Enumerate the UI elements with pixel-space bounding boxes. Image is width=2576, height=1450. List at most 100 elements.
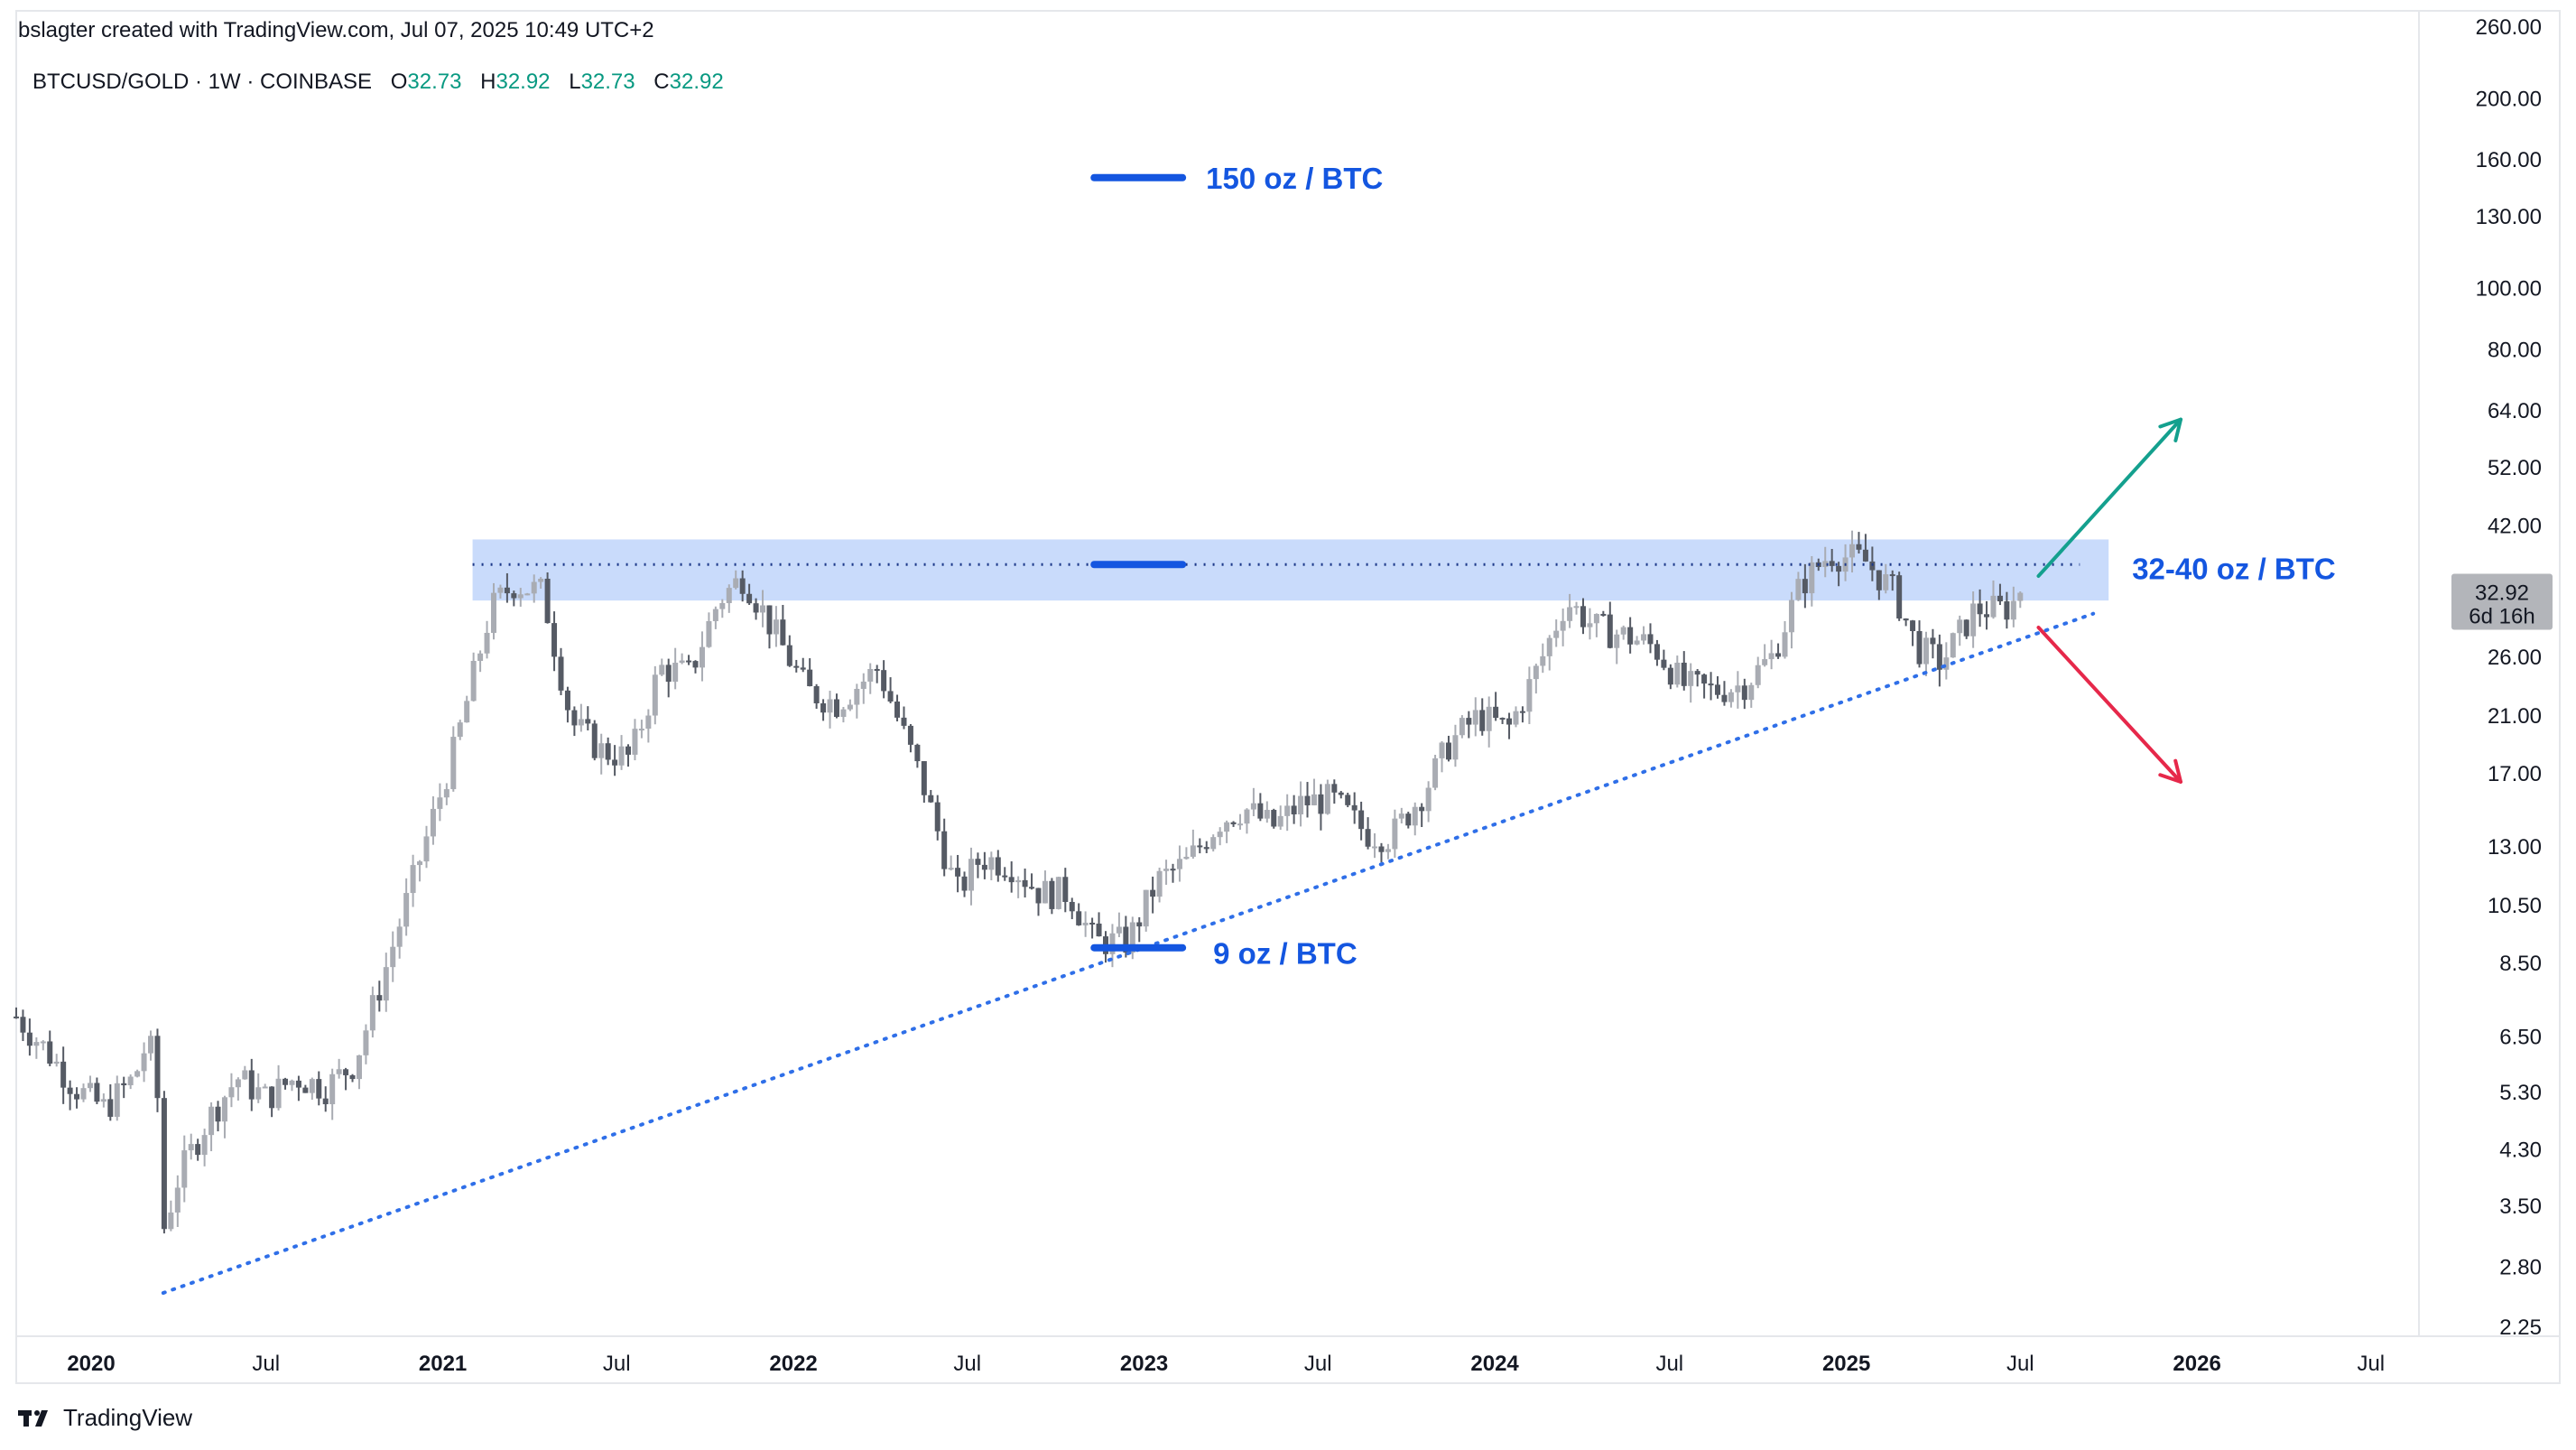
candle-body xyxy=(847,704,853,710)
candle-body xyxy=(881,670,887,692)
resistance-zone[interactable] xyxy=(472,539,2109,601)
candle-body xyxy=(343,1069,349,1075)
candle-body xyxy=(215,1106,221,1122)
candle-body xyxy=(430,808,436,837)
candle-body xyxy=(363,1030,369,1055)
candle-body xyxy=(383,967,389,1001)
candle-body xyxy=(1372,846,1378,849)
price-tick-label: 8.50 xyxy=(2499,952,2542,976)
candle-body xyxy=(1997,595,2003,602)
candle-body xyxy=(127,1076,134,1086)
price-tick-label: 17.00 xyxy=(2488,762,2542,786)
candle-body xyxy=(988,857,995,870)
candle-body xyxy=(921,761,927,795)
candle-body xyxy=(1345,795,1351,805)
candle-body xyxy=(659,665,665,675)
candle-body xyxy=(1493,706,1499,719)
candle-body xyxy=(1183,856,1190,860)
candle-body xyxy=(665,665,672,683)
candle-body xyxy=(941,831,948,869)
candle-body xyxy=(854,689,860,705)
candle-body xyxy=(336,1069,342,1074)
candle-body xyxy=(1257,803,1264,819)
candle-body xyxy=(1042,880,1048,904)
candle-body xyxy=(1943,657,1950,670)
candle-body xyxy=(1143,889,1149,927)
level-9-label: 9 oz / BTC xyxy=(1213,937,1357,971)
candle-body xyxy=(746,593,753,604)
price-tick-label: 21.00 xyxy=(2488,704,2542,729)
close-value: 32.92 xyxy=(670,70,724,94)
footer-brand[interactable]: TradingView xyxy=(18,1404,192,1432)
candle-body xyxy=(1271,810,1277,827)
candle-body xyxy=(1203,847,1209,850)
open-label: O xyxy=(391,70,408,94)
candle-body xyxy=(934,802,941,832)
candle-body xyxy=(726,588,732,603)
candle-body xyxy=(1452,735,1459,760)
candle-body xyxy=(1197,845,1203,848)
candle-body xyxy=(1008,877,1015,883)
candle-body xyxy=(1748,684,1755,701)
candle-body xyxy=(1486,706,1492,731)
candle-body xyxy=(484,632,490,654)
candle-body xyxy=(712,609,718,621)
high-value: 32.92 xyxy=(496,70,550,94)
candle-body xyxy=(1849,544,1856,558)
candle-body xyxy=(60,1061,67,1088)
candle-body xyxy=(1755,665,1761,685)
candle-body xyxy=(1432,758,1439,788)
candle-body xyxy=(901,717,907,726)
candle-body xyxy=(1351,804,1357,811)
candle-body xyxy=(1425,787,1432,812)
candle-body xyxy=(376,995,383,1001)
candle-body xyxy=(1224,822,1230,832)
candle-body xyxy=(1681,663,1687,686)
candle-body xyxy=(1284,805,1291,816)
candle-body xyxy=(1123,926,1129,953)
candle-body xyxy=(894,702,901,718)
candle-body xyxy=(134,1071,141,1077)
price-tick-label: 100.00 xyxy=(2476,277,2542,302)
candle-body xyxy=(1136,922,1143,927)
candle-body xyxy=(121,1083,127,1086)
candle-body xyxy=(867,668,874,682)
candle-body xyxy=(1661,659,1667,668)
candle-body xyxy=(437,797,443,809)
candle-body xyxy=(181,1150,188,1188)
support-trendline[interactable] xyxy=(161,611,2096,1296)
candle-body xyxy=(1802,579,1808,594)
candle-body xyxy=(26,1032,32,1046)
candle-body xyxy=(80,1088,87,1100)
time-tick-label: Jul xyxy=(953,1352,981,1376)
candle-body xyxy=(1546,637,1552,656)
candle-body xyxy=(1950,633,1956,658)
candle-body xyxy=(1237,823,1244,826)
candle-body xyxy=(74,1093,80,1100)
candle-body xyxy=(1089,922,1096,925)
candle-body xyxy=(410,865,416,894)
candle-body xyxy=(195,1144,201,1156)
candle-body xyxy=(1029,887,1035,889)
candle-body xyxy=(295,1080,301,1088)
candle-body xyxy=(443,789,449,798)
candle-body xyxy=(1277,815,1283,827)
candle-body xyxy=(504,587,510,594)
candle-body xyxy=(1862,549,1868,562)
candle-body xyxy=(1176,859,1182,869)
candle-body xyxy=(1930,637,1936,645)
candle-body xyxy=(719,602,726,609)
price-tick-label: 6.50 xyxy=(2499,1025,2542,1049)
candle-body xyxy=(1667,667,1673,685)
candle-body xyxy=(652,674,658,716)
candle-body xyxy=(531,581,537,594)
bearish-arrow[interactable] xyxy=(2036,625,2183,784)
candle-body xyxy=(591,723,598,758)
candle-body xyxy=(766,605,773,635)
candle-body xyxy=(1217,832,1223,838)
candle-body xyxy=(100,1099,107,1102)
candle-body xyxy=(497,587,504,593)
candle-body xyxy=(1378,846,1385,852)
bullish-arrow[interactable] xyxy=(2036,417,2183,578)
